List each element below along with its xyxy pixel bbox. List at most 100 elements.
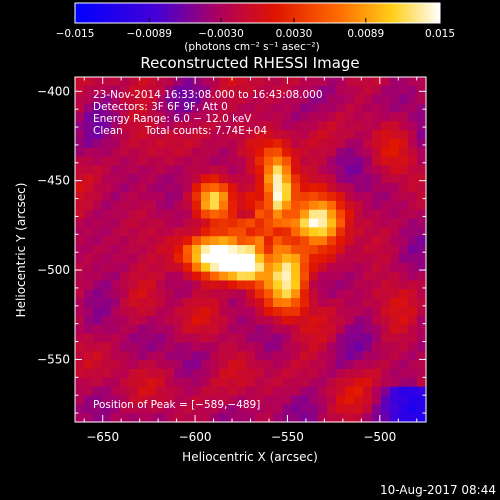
heatmap-pixel (390, 395, 400, 405)
heatmap-pixel (318, 227, 328, 237)
heatmap-pixel (246, 218, 256, 228)
heatmap-pixel (408, 183, 418, 193)
heatmap-pixel (156, 386, 166, 397)
heatmap-pixel (246, 209, 256, 220)
heatmap-pixel (408, 77, 418, 87)
heatmap-pixel (390, 130, 400, 140)
heatmap-pixel (228, 138, 238, 149)
heatmap-pixel (219, 94, 229, 105)
heatmap-pixel (291, 192, 301, 202)
heatmap-pixel (138, 236, 148, 246)
heatmap-pixel (165, 183, 175, 193)
heatmap-pixel (201, 156, 211, 167)
heatmap-pixel (282, 209, 292, 220)
heatmap-pixel (408, 413, 418, 423)
heatmap-pixel (390, 112, 400, 122)
heatmap-pixel (381, 245, 391, 255)
heatmap-pixel (408, 112, 418, 122)
heatmap-pixel (255, 395, 265, 405)
heatmap-pixel (174, 289, 184, 299)
heatmap-pixel (156, 245, 166, 255)
heatmap-pixel (111, 77, 121, 87)
heatmap-pixel (219, 200, 229, 211)
heatmap-pixel (93, 324, 103, 335)
heatmap-pixel (174, 307, 184, 317)
heatmap-pixel (174, 245, 184, 255)
heatmap-pixel (210, 174, 220, 184)
heatmap-pixel (210, 227, 220, 237)
heatmap-pixel (138, 209, 148, 220)
heatmap-pixel (273, 138, 283, 149)
heatmap-pixel (102, 298, 112, 308)
heatmap-pixel (363, 360, 373, 370)
heatmap-pixel (336, 333, 346, 343)
heatmap-pixel (336, 298, 346, 308)
heatmap-pixel (354, 298, 364, 308)
heatmap-pixel (345, 315, 355, 326)
heatmap-pixel (156, 315, 166, 326)
heatmap-pixel (390, 85, 400, 96)
heatmap-pixel (300, 315, 310, 326)
heatmap-pixel (165, 121, 175, 131)
heatmap-pixel (417, 351, 427, 361)
heatmap-pixel (336, 271, 346, 282)
heatmap-pixel (408, 147, 418, 158)
heatmap-pixel (318, 395, 328, 405)
heatmap-pixel (327, 360, 337, 370)
heatmap-pixel (246, 289, 256, 299)
heatmap-pixel (129, 324, 139, 335)
heatmap-pixel (273, 245, 283, 255)
heatmap-pixel (246, 360, 256, 370)
heatmap-pixel (363, 174, 373, 184)
heatmap-pixel (93, 351, 103, 361)
heatmap-pixel (237, 395, 247, 405)
heatmap-pixel (336, 77, 346, 87)
heatmap-pixel (399, 404, 409, 414)
heatmap-pixel (363, 333, 373, 343)
heatmap-pixel (129, 200, 139, 211)
heatmap-pixel (327, 262, 337, 273)
heatmap-pixel (138, 183, 148, 193)
heatmap-pixel (165, 324, 175, 335)
heatmap-pixel (102, 289, 112, 299)
heatmap-pixel (228, 342, 238, 352)
heatmap-pixel (228, 85, 238, 96)
heatmap-pixel (390, 271, 400, 282)
heatmap-pixel (390, 253, 400, 264)
heatmap-pixel (210, 280, 220, 290)
heatmap-pixel (84, 404, 94, 414)
heatmap-pixel (273, 377, 283, 388)
heatmap-pixel (183, 262, 193, 273)
heatmap-pixel (417, 289, 427, 299)
heatmap-pixel (273, 253, 283, 264)
heatmap-pixel (363, 218, 373, 228)
heatmap-pixel (399, 315, 409, 326)
heatmap-pixel (264, 395, 274, 405)
heatmap-pixel (174, 192, 184, 202)
heatmap-pixel (129, 103, 139, 113)
heatmap-pixel (129, 404, 139, 414)
heatmap-pixel (363, 280, 373, 290)
heatmap-pixel (282, 368, 292, 379)
heatmap-pixel (120, 245, 130, 255)
heatmap-pixel (237, 103, 247, 113)
heatmap-pixel (408, 404, 418, 414)
heatmap-pixel (273, 271, 283, 282)
heatmap-pixel (345, 227, 355, 237)
heatmap-pixel (129, 315, 139, 326)
heatmap-pixel (183, 324, 193, 335)
heatmap-pixel (102, 404, 112, 414)
heatmap-pixel (165, 218, 175, 228)
heatmap-pixel (291, 183, 301, 193)
heatmap-pixel (147, 156, 157, 167)
heatmap-pixel (390, 94, 400, 105)
heatmap-pixel (246, 342, 256, 352)
heatmap-pixel (201, 253, 211, 264)
heatmap-pixel (273, 342, 283, 352)
heatmap-pixel (183, 342, 193, 352)
heatmap-pixel (102, 262, 112, 273)
heatmap-pixel (201, 147, 211, 158)
heatmap-pixel (291, 130, 301, 140)
heatmap-pixel (363, 395, 373, 405)
heatmap-pixel (138, 351, 148, 361)
